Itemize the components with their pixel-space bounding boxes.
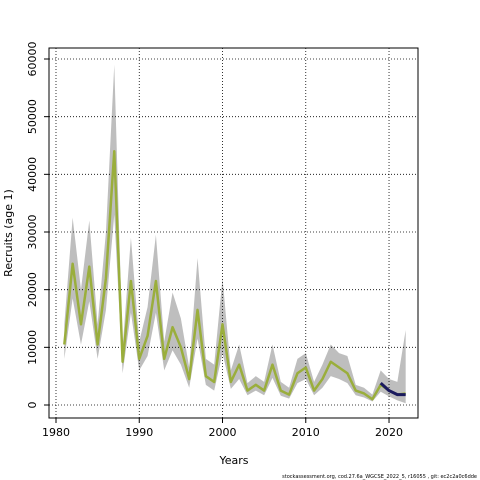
y-tick-label: 50000 xyxy=(26,99,39,134)
caption: stockassessment.org, cod.27.6a_WGCSE_202… xyxy=(282,474,477,480)
x-tick-label: 1990 xyxy=(125,426,153,439)
series-line xyxy=(63,150,406,401)
x-tick-label: 2020 xyxy=(375,426,403,439)
y-tick-label: 10000 xyxy=(26,330,39,365)
y-tick-label: 60000 xyxy=(26,41,39,76)
x-axis-label: Years xyxy=(218,454,248,467)
y-tick-label: 0 xyxy=(26,402,39,409)
x-tick-label: 2010 xyxy=(292,426,320,439)
x-tick-label: 1980 xyxy=(42,426,70,439)
y-axis-label: Recruits (age 1) xyxy=(2,189,15,277)
y-tick-label: 40000 xyxy=(26,157,39,192)
plot-frame xyxy=(48,47,419,419)
y-tick-label: 30000 xyxy=(26,214,39,249)
x-tick-label: 2000 xyxy=(209,426,237,439)
confidence-band xyxy=(64,64,406,404)
y-tick-label: 20000 xyxy=(26,272,39,307)
series-line xyxy=(379,381,406,397)
